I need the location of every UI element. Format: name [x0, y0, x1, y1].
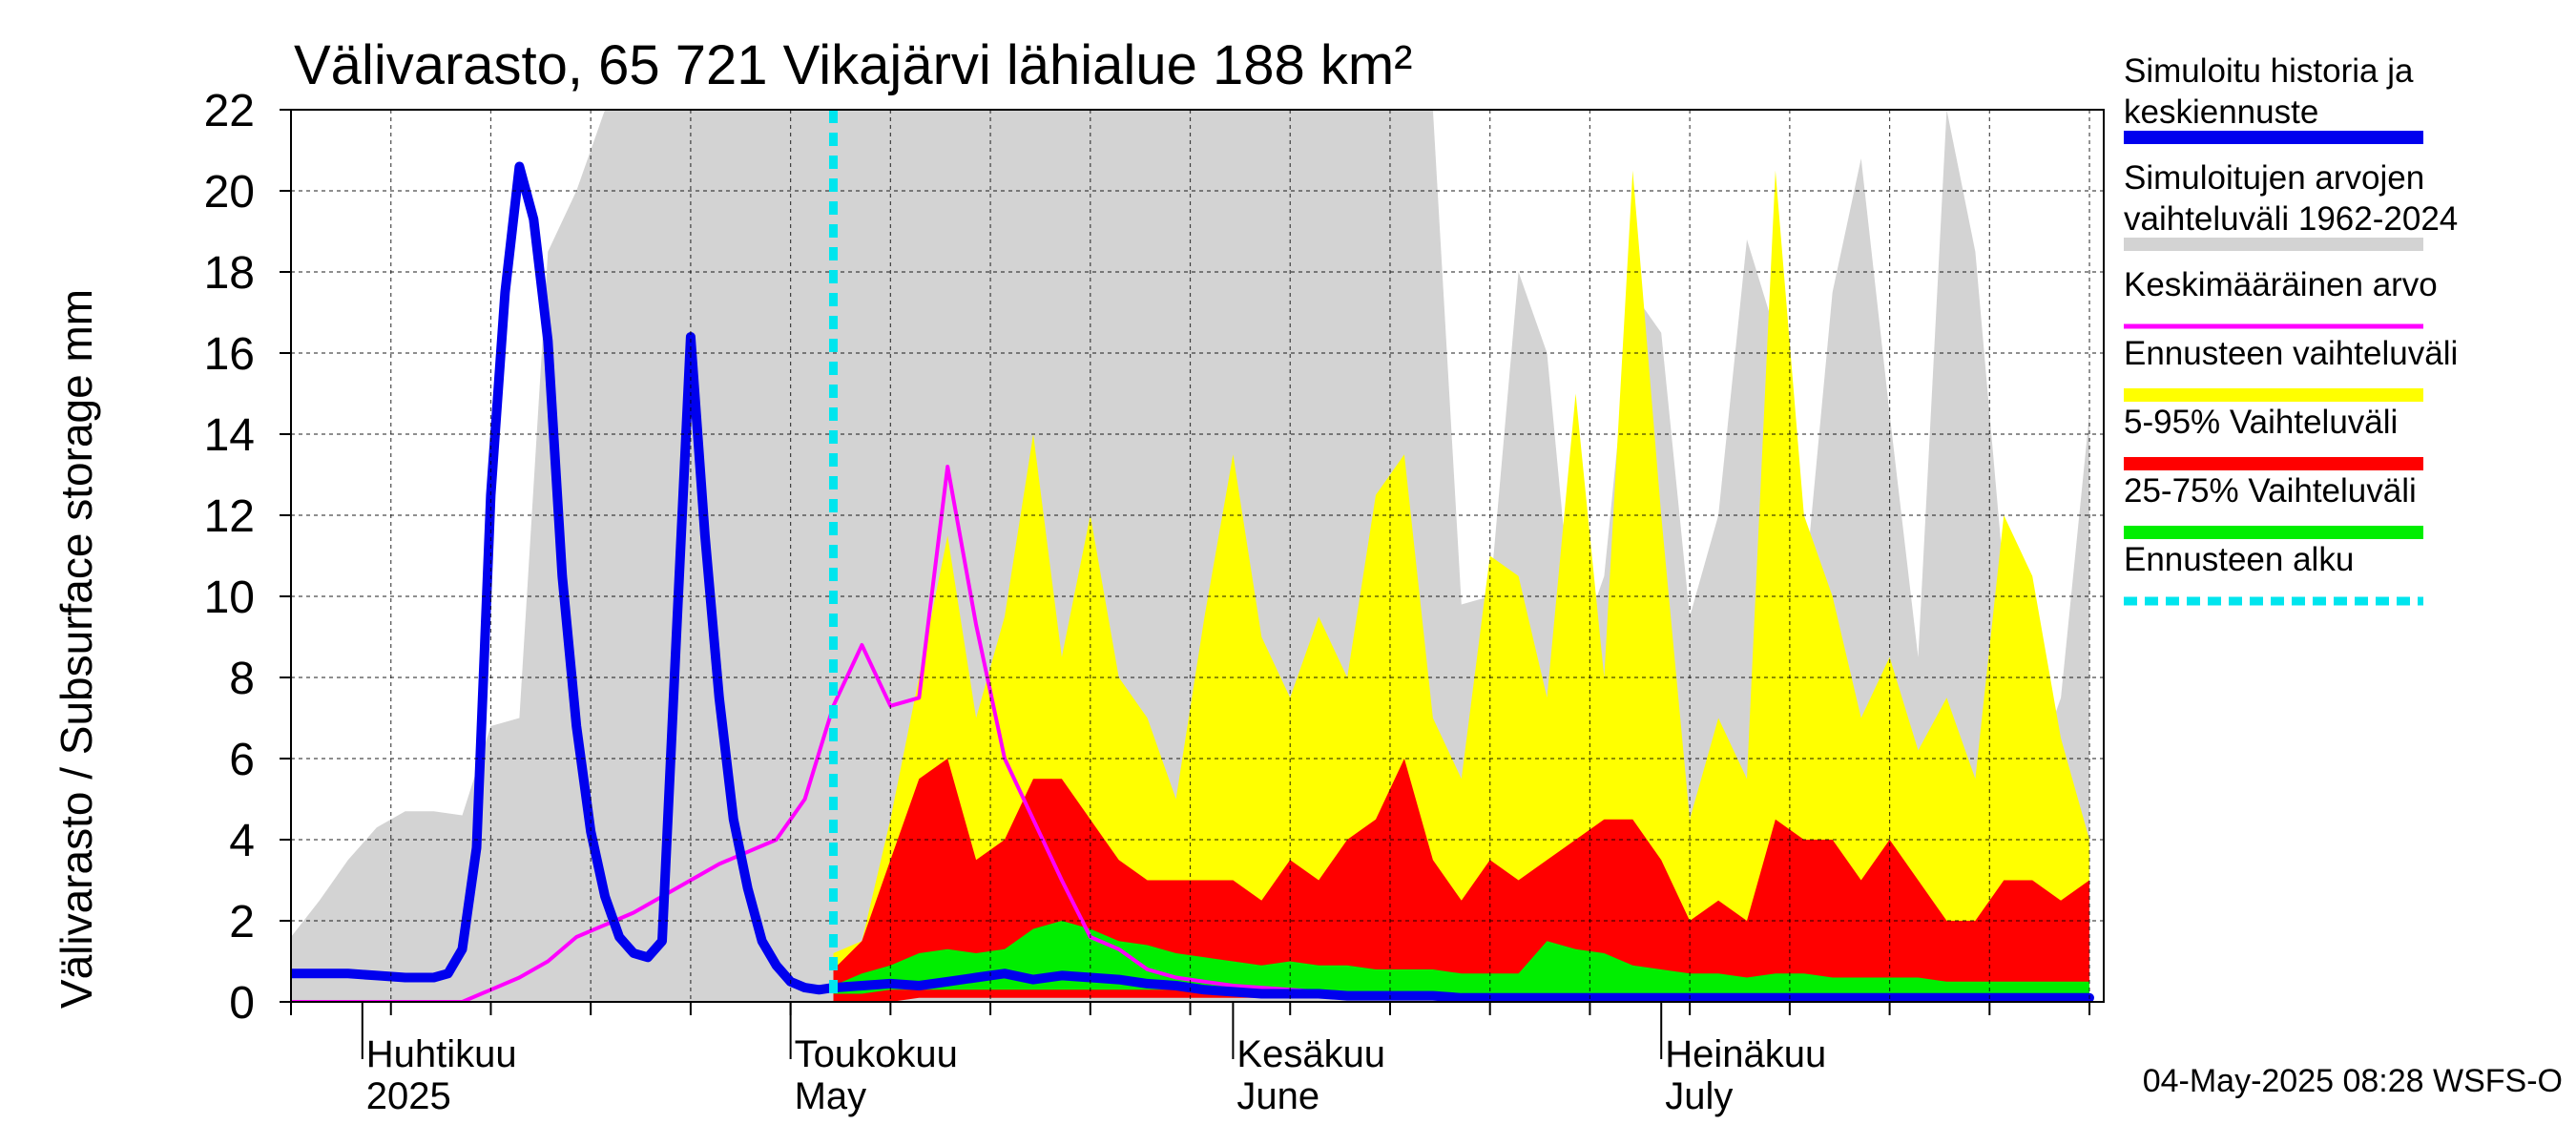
y-tick-label: 4: [229, 816, 255, 866]
legend-label: Ennusteen vaihteluväli: [2124, 335, 2458, 372]
y-tick-label: 16: [204, 329, 255, 380]
series-ennusteen-vaihteluv-li: [833, 170, 2089, 987]
month-sublabel: June: [1236, 1075, 1319, 1117]
legend: Simuloitu historia ja keskiennuste Simuloi…: [2124, 52, 2458, 606]
legend-label: Simuloitujen arvojen: [2124, 159, 2424, 197]
series-25-75-vaihteluv-li: [833, 921, 2089, 994]
month-label: Huhtikuu: [366, 1033, 517, 1075]
legend-label: Simuloitu historia ja: [2124, 52, 2414, 90]
legend-label: keskiennuste: [2124, 94, 2318, 131]
y-tick-label: 14: [204, 410, 255, 461]
y-tick-label: 10: [204, 572, 255, 623]
legend-label: Keskimääräinen arvo: [2124, 266, 2438, 303]
footer-timestamp: 04-May-2025 08:28 WSFS-O: [2143, 1063, 2563, 1099]
y-tick-label: 20: [204, 167, 255, 218]
legend-label: 5-95% Vaihteluväli: [2124, 404, 2398, 441]
month-label: Toukokuu: [795, 1033, 958, 1075]
month-sublabel: 2025: [366, 1075, 451, 1117]
y-tick-label: 22: [204, 86, 255, 136]
month-label: Heinäkuu: [1665, 1033, 1826, 1075]
legend-label: Ennusteen alku: [2124, 541, 2354, 578]
y-tick-label: 12: [204, 491, 255, 542]
y-axis-label: Välivarasto / Subsurface storage mm: [52, 289, 101, 1009]
y-tick-label: 2: [229, 897, 255, 947]
series-5-95-vaihteluv-li: [833, 759, 2089, 1002]
chart-title: Välivarasto, 65 721 Vikajärvi lähialue 1…: [294, 34, 1412, 96]
y-tick-label: 6: [229, 735, 255, 785]
month-sublabel: May: [795, 1075, 867, 1117]
legend-label: vaihteluväli 1962-2024: [2124, 200, 2458, 238]
plot-frame: [290, 109, 2105, 1003]
y-tick-label: 18: [204, 248, 255, 299]
y-tick-label: 0: [229, 978, 255, 1029]
month-sublabel: July: [1665, 1075, 1733, 1117]
month-label: Kesäkuu: [1236, 1033, 1385, 1075]
y-tick-label: 8: [229, 654, 255, 704]
legend-label: 25-75% Vaihteluväli: [2124, 472, 2417, 510]
